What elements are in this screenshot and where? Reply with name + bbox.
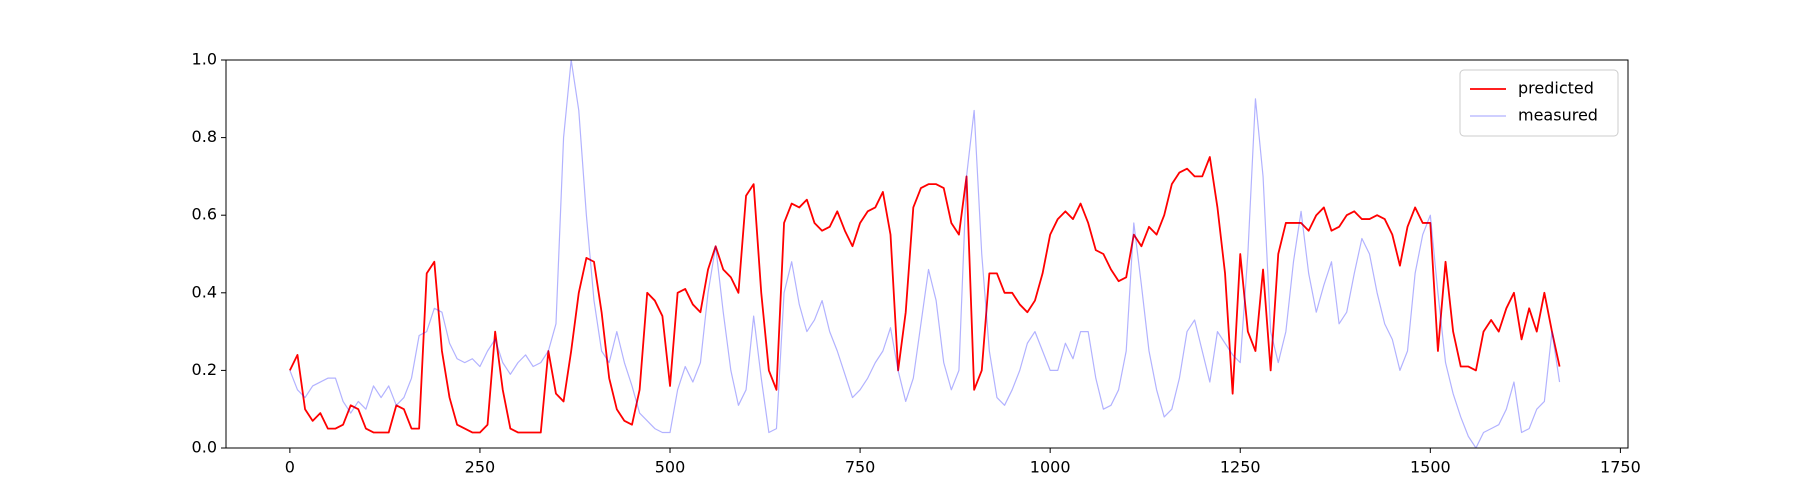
x-tick-label: 500 [655, 458, 686, 477]
x-tick-label: 1000 [1030, 458, 1071, 477]
x-tick-label: 1500 [1410, 458, 1451, 477]
legend-label: predicted [1518, 79, 1594, 98]
x-tick-label: 0 [285, 458, 295, 477]
axes-frame [225, 59, 1629, 449]
x-tick-label: 1250 [1220, 458, 1261, 477]
legend-label: measured [1518, 106, 1598, 125]
y-tick-label: 1.0 [192, 50, 217, 69]
y-tick-label: 0.0 [192, 438, 217, 457]
y-tick-label: 0.2 [192, 360, 217, 379]
legend-box [1459, 69, 1619, 137]
line-series [289, 156, 1561, 434]
x-tick-label: 1750 [1600, 458, 1641, 477]
x-tick-label: 750 [845, 458, 876, 477]
y-tick-label: 0.6 [192, 205, 217, 224]
y-tick-label: 0.8 [192, 127, 217, 146]
y-tick-label: 0.4 [192, 282, 217, 301]
x-tick-label: 250 [465, 458, 496, 477]
legend: predicted measured [1459, 69, 1619, 137]
plot-area [289, 60, 1561, 448]
line-series [289, 60, 1561, 448]
